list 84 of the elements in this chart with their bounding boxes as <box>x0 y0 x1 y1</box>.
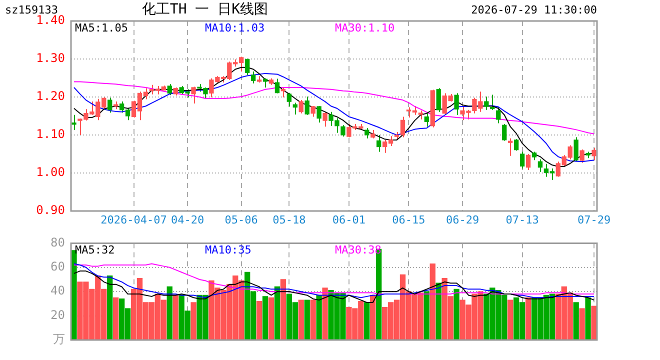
chart-title: 化工TH 一 日K线图 <box>142 2 268 18</box>
candlestick <box>322 112 328 128</box>
bar <box>316 294 322 340</box>
y-tick-label: 40 <box>50 284 65 298</box>
bar <box>579 308 585 340</box>
text: MA10:1.03 <box>205 21 265 34</box>
y-tick-label: 1.20 <box>36 89 65 104</box>
bar <box>430 263 436 340</box>
candlestick <box>538 158 543 172</box>
text: MA5:1.05 <box>75 21 128 34</box>
candlestick <box>167 84 172 96</box>
bar <box>585 297 591 340</box>
bar <box>370 294 376 340</box>
y-tick-label: 60 <box>50 260 65 274</box>
candlestick <box>274 78 280 94</box>
candlestick <box>520 151 525 169</box>
candlestick <box>310 106 316 118</box>
bar <box>190 302 196 340</box>
x-tick-label: 06-15 <box>392 213 426 226</box>
bar <box>310 300 316 340</box>
bar <box>256 300 262 340</box>
candlestick <box>502 123 507 142</box>
candlestick <box>514 138 519 152</box>
candlestick <box>286 92 292 107</box>
y-tick-label: 80 <box>50 235 65 250</box>
y-tick-label: 20 <box>50 308 65 322</box>
text: MA30:1.10 <box>335 21 395 34</box>
x-tick-label: 05-18 <box>272 213 306 226</box>
candlestick <box>245 58 250 76</box>
x-tick-label: 06-29 <box>446 213 480 226</box>
candlestick <box>316 106 322 123</box>
candlestick <box>340 124 346 138</box>
text: MA30:38 <box>335 244 382 257</box>
candlestick <box>364 128 370 139</box>
bar <box>304 300 310 340</box>
text: MA10:35 <box>205 244 252 257</box>
bar <box>107 276 113 340</box>
candlestick <box>280 87 286 98</box>
bar <box>262 296 268 340</box>
candlestick <box>436 88 441 112</box>
x-tick-label: 2026-04-07 <box>100 213 167 226</box>
y-tick-label: 1.00 <box>36 165 65 180</box>
bar <box>280 279 286 340</box>
bar <box>436 282 442 340</box>
candlestick <box>454 92 459 116</box>
candlestick <box>526 154 531 170</box>
candlestick <box>304 96 310 116</box>
candlestick <box>376 134 382 152</box>
candlestick <box>250 71 256 84</box>
x-tick-label: 05-06 <box>224 213 258 226</box>
y-tick-label: 1.10 <box>36 127 65 142</box>
bar <box>525 297 532 340</box>
candlestick <box>191 86 196 104</box>
bar <box>454 288 460 340</box>
bar <box>268 297 274 340</box>
x-tick-label: 07-29 <box>577 213 611 226</box>
candlestick <box>108 97 112 114</box>
candlestick <box>484 96 489 110</box>
bar <box>113 297 119 340</box>
candlestick <box>496 106 501 124</box>
bar <box>573 302 579 340</box>
text: 2026-07-29 11:30:00 <box>471 3 597 16</box>
candlestick <box>262 78 268 88</box>
bar <box>166 286 172 340</box>
bar <box>364 302 370 340</box>
y-tick-label: 1.30 <box>36 51 65 66</box>
x-tick-label: 07-13 <box>506 213 539 226</box>
bar <box>274 286 280 340</box>
bar <box>591 306 597 340</box>
bar <box>424 291 430 340</box>
bar <box>298 300 304 340</box>
candlestick <box>580 148 584 164</box>
candlestick <box>592 147 596 161</box>
bar <box>322 288 328 340</box>
candlestick <box>574 136 578 162</box>
y-tick-label: 万 <box>53 332 65 346</box>
bar <box>172 294 178 340</box>
candlestick <box>424 112 429 128</box>
series-label: MA5:32 <box>75 244 115 257</box>
x-tick-label: 04-20 <box>170 213 204 226</box>
bar <box>508 300 514 340</box>
candlestick <box>298 100 304 114</box>
x-tick-label: 06-01 <box>332 213 366 226</box>
y-tick-label: 0.90 <box>36 203 65 218</box>
